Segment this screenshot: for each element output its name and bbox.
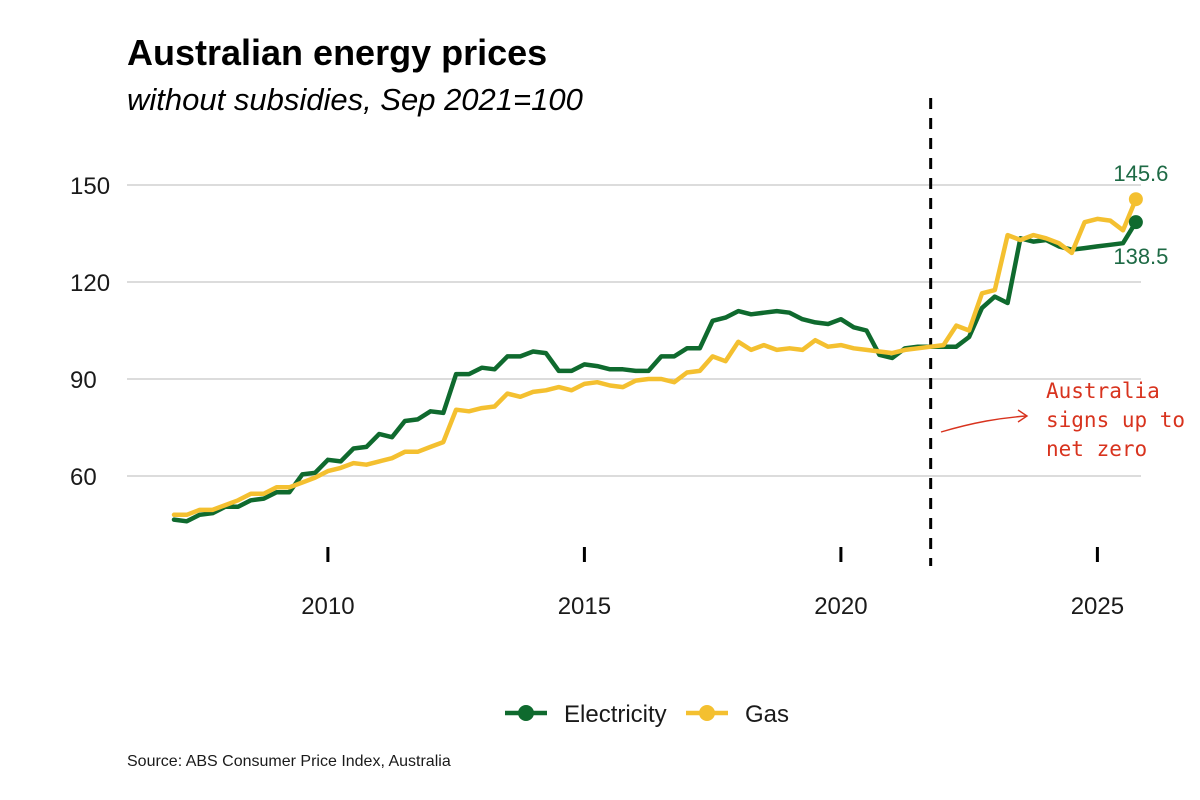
endpoint-marker-electricity — [1128, 215, 1143, 230]
chart-subtitle: without subsidies, Sep 2021=100 — [127, 82, 583, 117]
endpoint-marker-gas — [1128, 192, 1143, 207]
annotation-line: Australia — [1046, 379, 1160, 403]
source-note: Source: ABS Consumer Price Index, Austra… — [127, 753, 451, 770]
y-tick-label: 60 — [70, 464, 97, 491]
x-tick-label: 2020 — [814, 593, 867, 620]
x-tick-label: 2015 — [558, 593, 611, 620]
legend-item-gas[interactable]: Gas — [686, 701, 789, 728]
chart-title: Australian energy prices — [127, 32, 547, 73]
series-lines — [171, 196, 1139, 524]
annotation-arrow-head — [1017, 409, 1029, 423]
x-axis-ticks: 2010 2015 2020 2025 — [301, 547, 1124, 620]
legend-item-electricity[interactable]: Electricity — [505, 701, 667, 728]
y-gridlines — [127, 184, 1141, 477]
net-zero-annotation: Australia signs up to net zero — [940, 379, 1185, 461]
y-tick-label: 150 — [70, 173, 110, 200]
legend-electricity-label: Electricity — [564, 701, 667, 728]
x-tick-label: 2010 — [301, 593, 354, 620]
event-marker: Australia signs up to net zero — [929, 98, 1185, 566]
endpoint-label-electricity: 138.5 — [1113, 244, 1168, 269]
y-axis-ticks: 60 90 120 150 — [70, 173, 110, 491]
annotation-line: net zero — [1046, 437, 1147, 461]
legend-gas-label: Gas — [745, 701, 789, 728]
annotation-line: signs up to — [1046, 408, 1185, 432]
annotation-arrow — [940, 415, 1027, 433]
x-tick-label: 2025 — [1071, 593, 1124, 620]
y-tick-label: 90 — [70, 367, 97, 394]
legend-electricity-marker — [518, 705, 534, 721]
y-tick-label: 120 — [70, 270, 110, 297]
legend: Electricity Gas — [505, 701, 789, 728]
legend-gas-marker — [699, 705, 715, 721]
endpoint-label-gas: 145.6 — [1113, 161, 1168, 186]
series-endpoints: 138.5 145.6 — [1113, 161, 1168, 269]
series-line-electricity — [171, 219, 1139, 524]
series-line-gas — [171, 196, 1139, 518]
